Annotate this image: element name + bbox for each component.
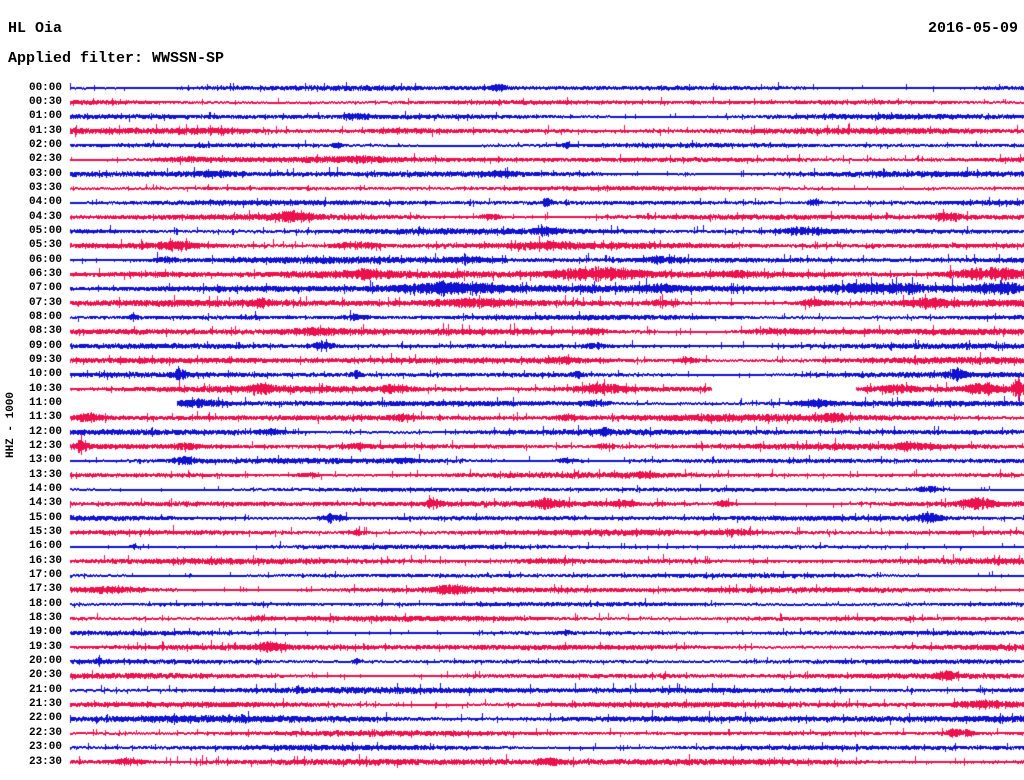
time-label: 16:30 [28, 554, 62, 567]
applied-filter-label: Applied filter: WWSSN-SP [8, 50, 225, 67]
time-label: 12:00 [28, 425, 62, 438]
time-label: 10:00 [28, 368, 62, 381]
time-label: 21:30 [28, 698, 62, 711]
time-label: 04:00 [28, 196, 62, 209]
time-label: 15:00 [28, 511, 62, 524]
station-name: HL Oia [8, 20, 63, 37]
time-label: 00:30 [28, 95, 62, 108]
time-label: 05:30 [28, 239, 62, 252]
time-label: 13:30 [28, 468, 62, 481]
time-label: 21:00 [28, 683, 62, 696]
time-label: 19:30 [28, 640, 62, 653]
time-label: 22:00 [28, 712, 62, 725]
time-label: 09:30 [28, 353, 62, 366]
time-label: 08:00 [28, 310, 62, 323]
time-label: 15:30 [28, 526, 62, 539]
time-label: 01:00 [28, 110, 62, 123]
time-label: 13:00 [28, 454, 62, 467]
time-label: 03:30 [28, 181, 62, 194]
time-label: 11:30 [28, 411, 62, 424]
time-label: 23:30 [28, 755, 62, 768]
time-label: 22:30 [28, 726, 62, 739]
time-label: 01:30 [28, 124, 62, 137]
time-label: 08:30 [28, 325, 62, 338]
time-label: 14:00 [28, 483, 62, 496]
time-label: 11:00 [28, 396, 62, 409]
time-label: 06:00 [28, 253, 62, 266]
time-label: 16:00 [28, 540, 62, 553]
record-date: 2016-05-09 [927, 20, 1018, 37]
time-label: 04:30 [28, 210, 62, 223]
time-label: 07:00 [28, 282, 62, 295]
time-label: 09:00 [28, 339, 62, 352]
time-label: 00:00 [28, 81, 62, 94]
time-label: 05:00 [28, 224, 62, 237]
time-label: 18:00 [28, 597, 62, 610]
time-label: 20:30 [28, 669, 62, 682]
time-label: 19:00 [28, 626, 62, 639]
time-label: 20:00 [28, 655, 62, 668]
time-label: 14:30 [28, 497, 62, 510]
time-label: 02:00 [28, 138, 62, 151]
time-label: 17:30 [28, 583, 62, 596]
time-label: 18:30 [28, 612, 62, 625]
time-label: 17:00 [28, 569, 62, 582]
time-label: 02:30 [28, 153, 62, 166]
time-label: 10:30 [28, 382, 62, 395]
time-label: 07:30 [28, 296, 62, 309]
time-label: 23:00 [28, 741, 62, 754]
time-label: 12:30 [28, 440, 62, 452]
time-label: 03:00 [28, 167, 62, 180]
time-label: 06:30 [28, 267, 62, 280]
